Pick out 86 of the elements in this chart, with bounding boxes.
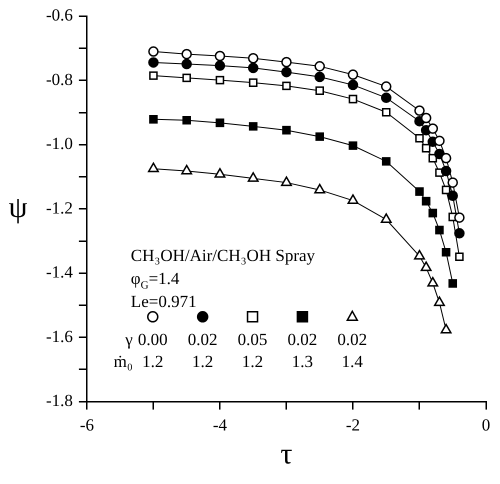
point xyxy=(447,190,458,201)
point xyxy=(248,78,258,87)
point xyxy=(434,136,445,146)
y-tick-label: -1.0 xyxy=(46,134,73,154)
point xyxy=(314,72,325,82)
point xyxy=(448,279,458,288)
point xyxy=(420,261,432,272)
point xyxy=(422,144,430,152)
point xyxy=(434,296,445,306)
point xyxy=(440,152,452,164)
legend-label: 0.00 1.2 xyxy=(138,330,168,371)
y-tick-label: -1.8 xyxy=(46,391,73,410)
point xyxy=(415,187,424,196)
point xyxy=(455,252,464,262)
point xyxy=(214,60,226,71)
point xyxy=(282,82,291,90)
point xyxy=(348,94,358,104)
point xyxy=(380,213,392,223)
y-tick-label: -1.2 xyxy=(46,198,73,218)
y-tick-label: -0.6 xyxy=(46,6,73,25)
point xyxy=(414,105,425,116)
point xyxy=(347,194,358,204)
annotation: CH₃OH/Air/CH₃OH Spray xyxy=(130,246,316,265)
point xyxy=(182,74,191,82)
point xyxy=(420,112,432,124)
point xyxy=(149,71,158,80)
point xyxy=(442,186,450,194)
point xyxy=(442,248,450,257)
point xyxy=(282,126,291,134)
legend-label: 0.05 1.2 xyxy=(238,330,268,371)
x-axis-title: τ xyxy=(280,438,292,471)
point xyxy=(454,228,465,239)
point xyxy=(149,115,158,124)
legend-label: 0.02 1.3 xyxy=(288,330,318,371)
x-tick-label: -6 xyxy=(80,415,94,434)
point xyxy=(435,226,444,234)
y-axis-title: ψ xyxy=(8,190,28,224)
point xyxy=(315,132,324,141)
point xyxy=(314,61,325,72)
point xyxy=(427,276,438,287)
y-tick-label: -0.8 xyxy=(46,70,73,89)
x-tick-label: -4 xyxy=(212,415,228,434)
point xyxy=(214,50,226,62)
point xyxy=(382,157,391,166)
point xyxy=(248,172,259,182)
point xyxy=(348,69,358,80)
y-tick-label: -1.4 xyxy=(46,262,74,282)
point xyxy=(348,80,358,90)
point xyxy=(428,208,438,218)
point xyxy=(214,168,226,178)
point xyxy=(281,66,292,78)
point xyxy=(440,166,452,176)
point xyxy=(348,141,358,150)
point xyxy=(422,196,430,206)
point xyxy=(415,134,424,143)
x-tick-label: -2 xyxy=(346,415,360,434)
point xyxy=(380,92,392,104)
point xyxy=(380,81,392,92)
point xyxy=(281,56,292,68)
point xyxy=(314,184,326,194)
point xyxy=(148,162,159,172)
point xyxy=(216,118,224,128)
point xyxy=(181,58,192,70)
point xyxy=(181,164,192,175)
point xyxy=(315,86,324,95)
point xyxy=(181,48,192,60)
annotation: Le=0.971 xyxy=(130,292,197,312)
point xyxy=(447,177,458,188)
point xyxy=(148,46,159,57)
point xyxy=(182,116,191,125)
x-tick-label: 0 xyxy=(482,415,490,434)
point xyxy=(454,212,465,223)
point xyxy=(216,76,224,84)
point xyxy=(414,250,425,260)
point xyxy=(382,108,391,117)
point xyxy=(148,57,159,68)
point xyxy=(248,62,258,74)
point xyxy=(280,176,292,186)
legend-label: 0.02 1.4 xyxy=(337,330,368,371)
point xyxy=(248,53,258,64)
point xyxy=(428,123,438,134)
point xyxy=(248,122,258,131)
point xyxy=(440,324,452,334)
legend-title: γ ṁ₀ xyxy=(114,330,134,371)
legend-label: 0.02 1.2 xyxy=(188,330,218,371)
y-tick-label: -1.6 xyxy=(46,326,73,346)
